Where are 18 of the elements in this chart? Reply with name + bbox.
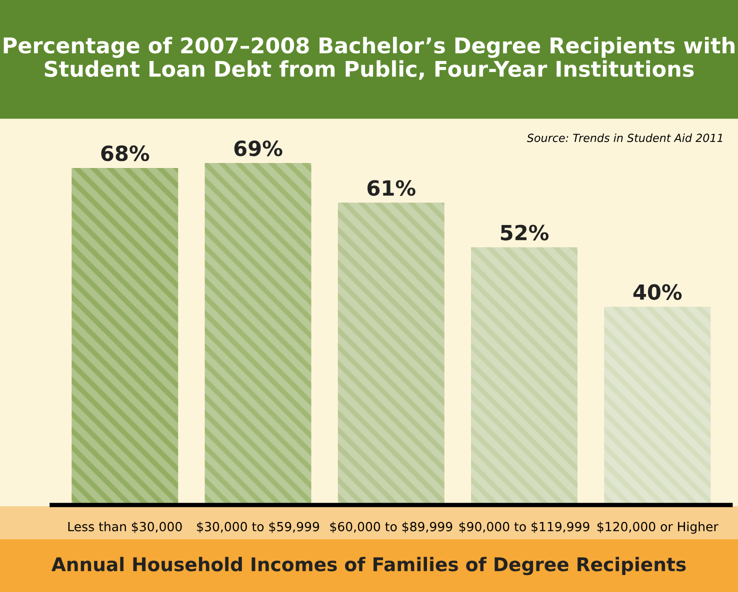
x-tick-label: $60,000 to $89,999 (330, 522, 452, 534)
x-axis-title: Annual Household Incomes of Families of Degree Recipients (51, 556, 686, 576)
bar (204, 163, 312, 505)
data-label: 40% (633, 284, 682, 300)
x-tick-label: Less than $30,000 (68, 522, 182, 534)
x-tick-label: $120,000 or Higher (597, 522, 718, 534)
bar (72, 168, 178, 505)
data-label: 68% (101, 145, 150, 162)
x-tick-label: $90,000 to $119,999 (459, 522, 590, 534)
data-label: 69% (234, 140, 282, 156)
x-tick-label: $30,000 to $59,999 (197, 522, 320, 534)
bar (471, 247, 578, 505)
data-label: 61% (368, 180, 416, 196)
data-label: 52% (500, 224, 549, 240)
chart-title: Percentage of 2007–2008 Bachelor’s Degree Recipients with Student Loan Debt from Public, Four-Year Institutions (4, 36, 734, 80)
bar (604, 306, 711, 505)
bar (338, 202, 444, 505)
source-note: Source: Trends in Student Aid 2011 (526, 133, 722, 142)
